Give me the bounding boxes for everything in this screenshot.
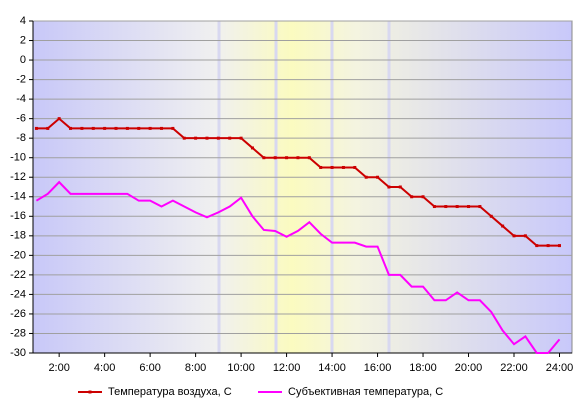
point bbox=[69, 126, 73, 130]
y-tick-label: -14 bbox=[10, 191, 26, 203]
point bbox=[330, 165, 334, 169]
point bbox=[182, 136, 186, 140]
point bbox=[364, 175, 368, 179]
point bbox=[421, 195, 425, 199]
y-tick-label: -28 bbox=[10, 327, 26, 339]
x-tick-label: 6:00 bbox=[139, 362, 160, 374]
point bbox=[341, 165, 345, 169]
point bbox=[319, 165, 323, 169]
x-tick-label: 2:00 bbox=[48, 362, 69, 374]
point bbox=[353, 165, 357, 169]
point bbox=[478, 205, 482, 209]
x-tick-label: 4:00 bbox=[94, 362, 115, 374]
point bbox=[103, 126, 107, 130]
point bbox=[307, 156, 311, 160]
y-tick-label: -8 bbox=[16, 132, 26, 144]
point bbox=[387, 185, 391, 189]
y-tick-label: -26 bbox=[10, 308, 26, 320]
y-tick-label: -6 bbox=[16, 113, 26, 125]
point bbox=[80, 126, 84, 130]
legend-marker bbox=[88, 390, 92, 394]
y-tick-label: 4 bbox=[20, 15, 26, 27]
y-tick-label: -30 bbox=[10, 347, 26, 359]
point bbox=[194, 136, 198, 140]
x-tick-label: 22:00 bbox=[500, 362, 528, 374]
point bbox=[489, 214, 493, 218]
point bbox=[171, 126, 175, 130]
y-tick-label: -12 bbox=[10, 171, 26, 183]
point bbox=[535, 244, 539, 248]
x-tick-label: 10:00 bbox=[227, 362, 255, 374]
x-tick-label: 20:00 bbox=[455, 362, 483, 374]
point bbox=[444, 205, 448, 209]
x-tick-label: 8:00 bbox=[185, 362, 206, 374]
point bbox=[205, 136, 209, 140]
point bbox=[34, 126, 38, 130]
point bbox=[546, 244, 550, 248]
y-tick-label: 0 bbox=[20, 54, 26, 66]
legend-label: Температура воздуха, С bbox=[108, 386, 232, 398]
y-tick-label: -4 bbox=[16, 93, 26, 105]
x-tick-label: 24:00 bbox=[546, 362, 574, 374]
point bbox=[239, 136, 243, 140]
x-tick-label: 14:00 bbox=[318, 362, 346, 374]
point bbox=[557, 244, 561, 248]
x-tick-label: 18:00 bbox=[409, 362, 437, 374]
point bbox=[250, 146, 254, 150]
y-tick-label: -18 bbox=[10, 230, 26, 242]
y-tick-label: -2 bbox=[16, 73, 26, 85]
y-tick-label: -24 bbox=[10, 288, 26, 300]
y-tick-label: -20 bbox=[10, 249, 26, 261]
point bbox=[455, 205, 459, 209]
point bbox=[57, 117, 61, 121]
point bbox=[125, 126, 129, 130]
y-tick-label: 2 bbox=[20, 34, 26, 46]
point bbox=[512, 234, 516, 238]
series-line bbox=[35, 180, 561, 354]
point bbox=[273, 156, 277, 160]
plot-area bbox=[32, 20, 573, 354]
point bbox=[262, 156, 266, 160]
point bbox=[410, 195, 414, 199]
point bbox=[523, 234, 527, 238]
y-tick-label: -16 bbox=[10, 210, 26, 222]
point bbox=[398, 185, 402, 189]
point bbox=[159, 126, 163, 130]
point bbox=[376, 175, 380, 179]
point bbox=[137, 126, 141, 130]
point bbox=[296, 156, 300, 160]
point bbox=[501, 224, 505, 228]
point bbox=[91, 126, 95, 130]
legend-label: Субъективная температура, С bbox=[288, 386, 443, 398]
point bbox=[216, 136, 220, 140]
y-tick-label: -10 bbox=[10, 152, 26, 164]
point bbox=[285, 156, 289, 160]
x-tick-label: 12:00 bbox=[273, 362, 301, 374]
point bbox=[46, 126, 50, 130]
y-tick-label: -22 bbox=[10, 269, 26, 281]
point bbox=[467, 205, 471, 209]
point bbox=[228, 136, 232, 140]
x-tick-label: 16:00 bbox=[364, 362, 392, 374]
point bbox=[432, 205, 436, 209]
point bbox=[148, 126, 152, 130]
point bbox=[114, 126, 118, 130]
